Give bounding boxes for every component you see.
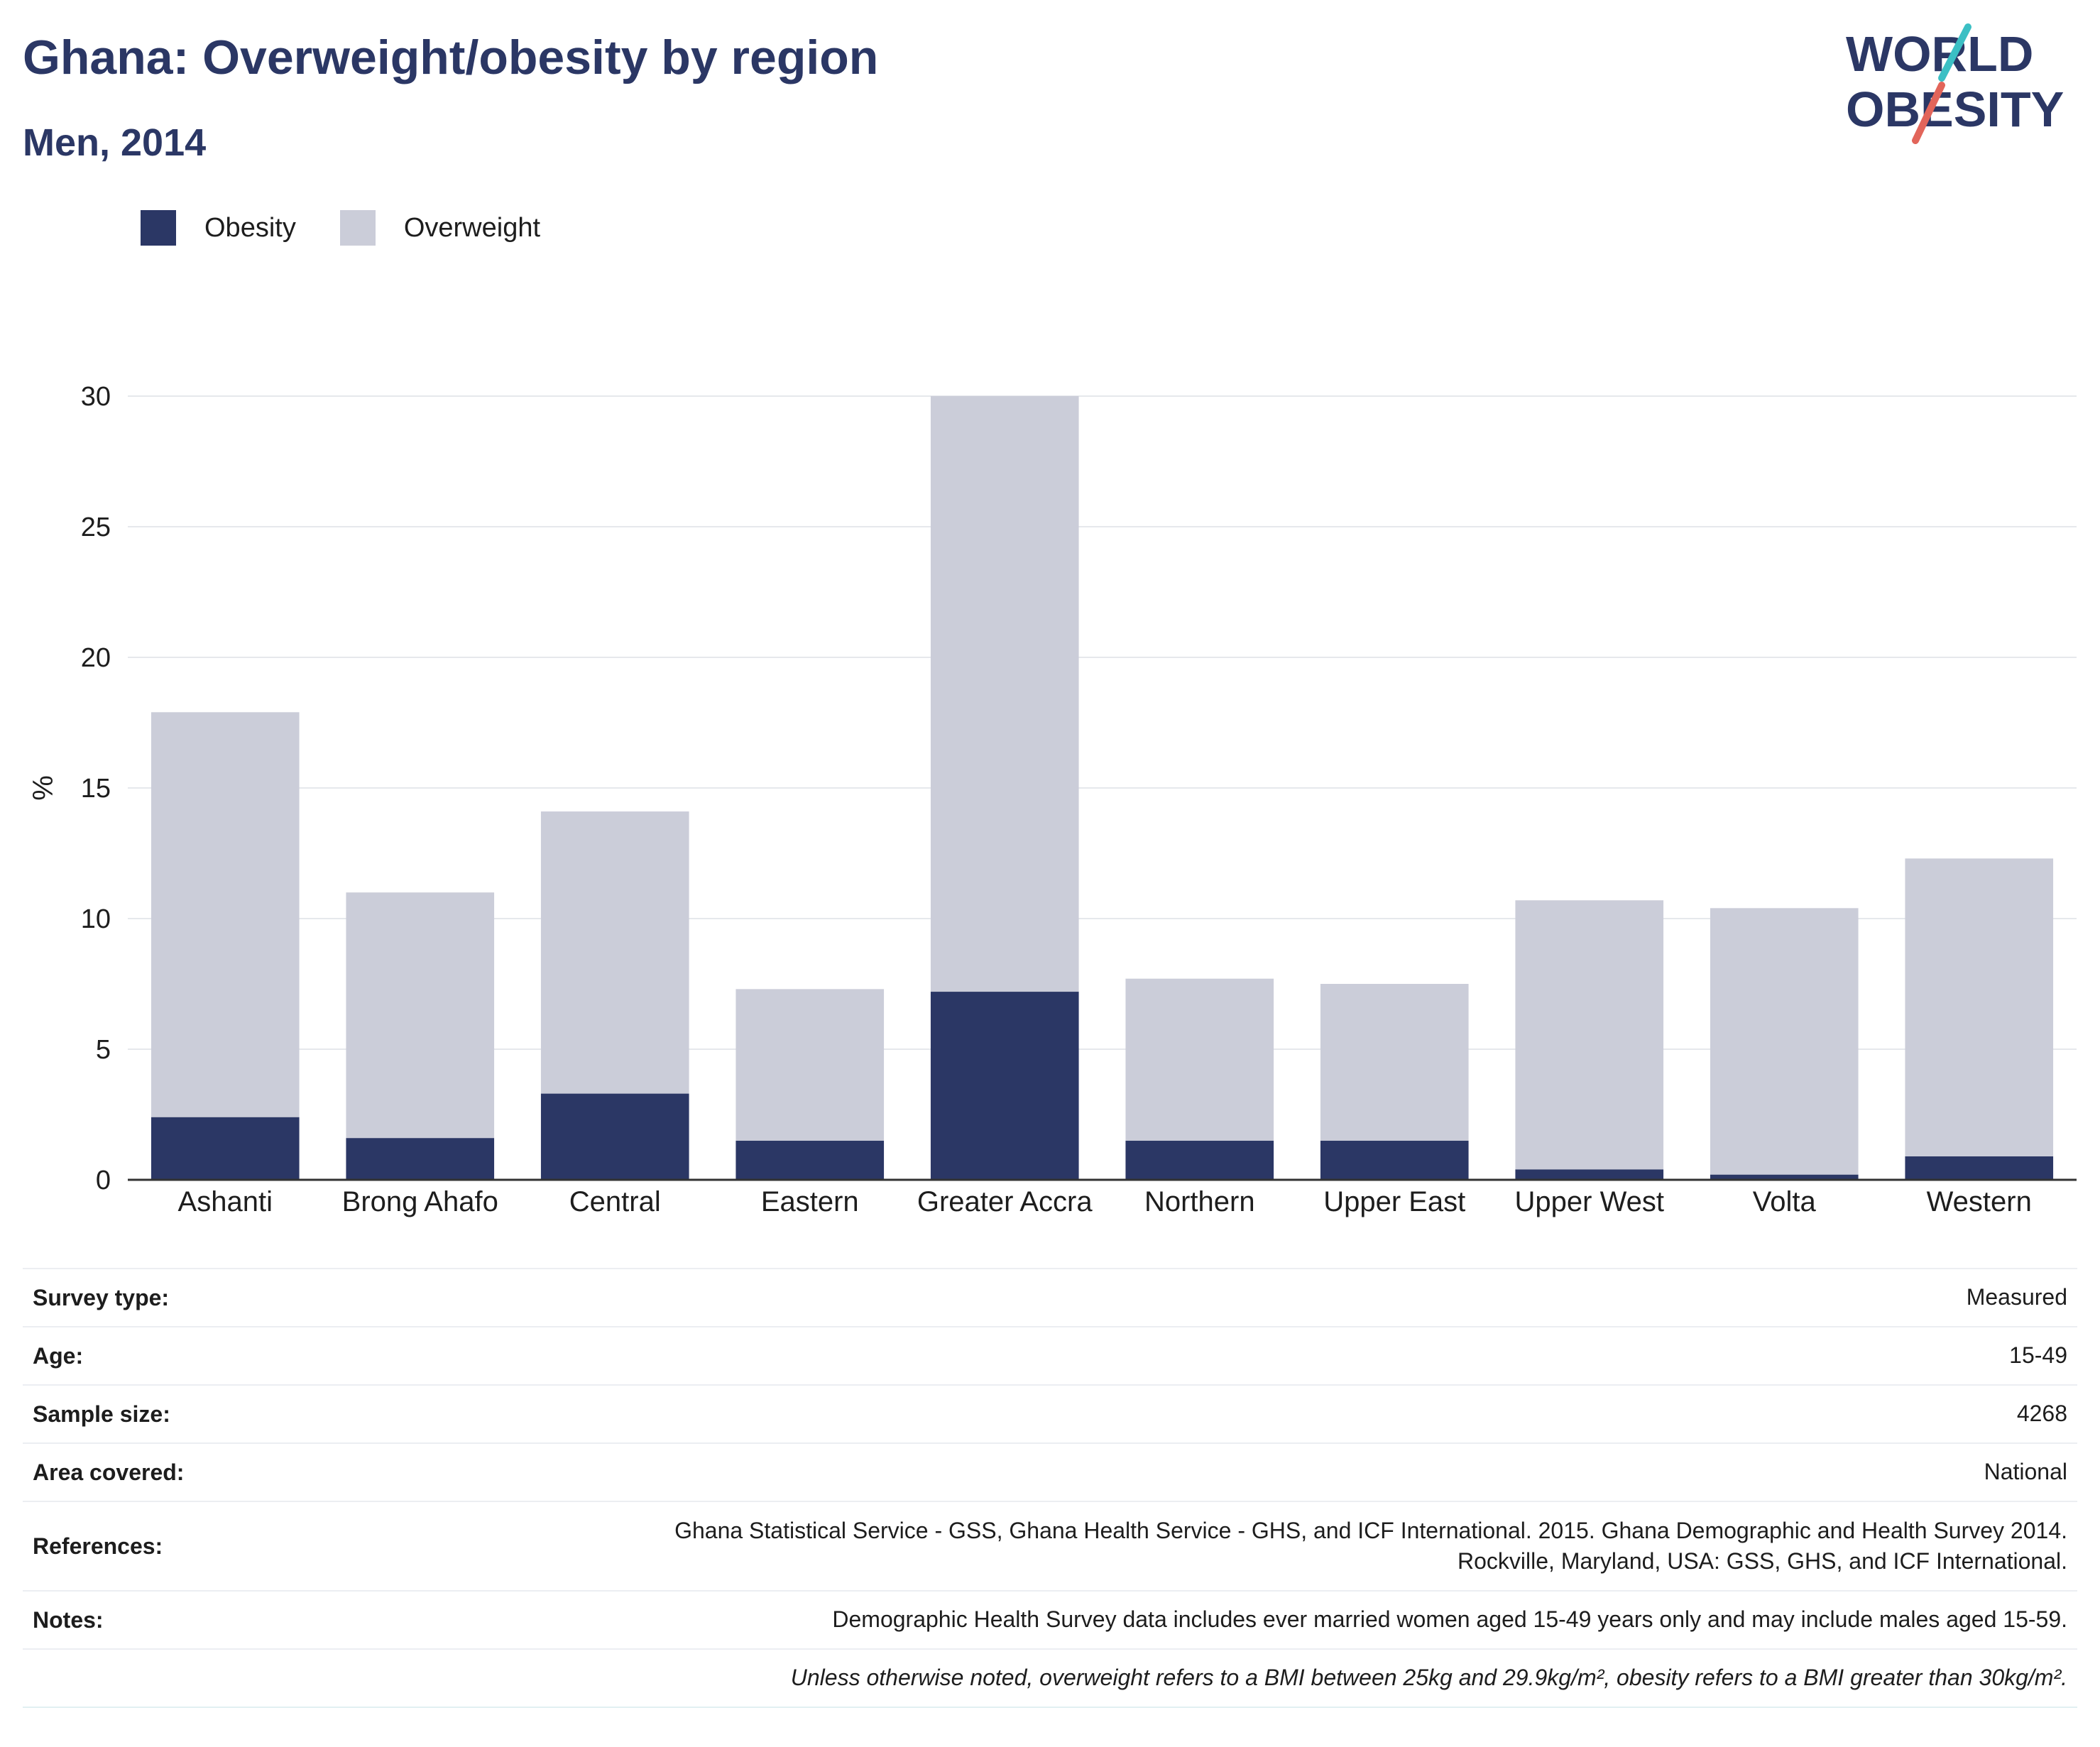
bar-overweight-upper-east bbox=[1320, 984, 1469, 1141]
legend-label-overweight: Overweight bbox=[403, 212, 541, 243]
meta-row-notes: Notes: Demographic Health Survey data in… bbox=[23, 1590, 2077, 1649]
meta-row-references: References: Ghana Statistical Service - … bbox=[23, 1501, 2077, 1591]
bar-obesity-volta bbox=[1710, 1174, 1859, 1180]
bar-obesity-upper-east bbox=[1320, 1140, 1469, 1180]
legend-swatch-overweight bbox=[339, 210, 376, 246]
bar-overweight-brong-ahafo bbox=[346, 892, 495, 1139]
meta-value: Measured bbox=[327, 1268, 2077, 1327]
meta-value: 15-49 bbox=[327, 1326, 2077, 1385]
meta-row-footnote: Unless otherwise noted, overweight refer… bbox=[23, 1648, 2077, 1708]
bar-overweight-upper-west bbox=[1515, 900, 1664, 1170]
bar-obesity-northern bbox=[1125, 1140, 1274, 1180]
x-tick-label: Upper East bbox=[1323, 1186, 1465, 1217]
y-tick-label: 30 bbox=[81, 382, 111, 412]
bar-overweight-central bbox=[540, 811, 689, 1094]
bar-overweight-western bbox=[1905, 858, 2054, 1156]
logo-slash-bottom bbox=[1912, 82, 1945, 144]
y-tick-label: 20 bbox=[81, 643, 111, 673]
chart-legend: Obesity Overweight bbox=[141, 210, 584, 246]
y-tick-label: 25 bbox=[81, 513, 111, 542]
bar-overweight-greater-accra bbox=[930, 396, 1079, 992]
x-tick-label: Ashanti bbox=[178, 1186, 273, 1217]
bar-overweight-volta bbox=[1710, 908, 1859, 1175]
logo-line2: OBESITY bbox=[1846, 82, 2064, 137]
legend-item-obesity[interactable]: Obesity bbox=[141, 210, 296, 246]
bar-overweight-eastern bbox=[735, 989, 885, 1141]
meta-row-area-covered: Area covered: National bbox=[23, 1442, 2077, 1501]
y-tick-label: 5 bbox=[96, 1035, 111, 1065]
x-tick-label: Volta bbox=[1753, 1186, 1817, 1217]
meta-value: Ghana Statistical Service - GSS, Ghana H… bbox=[327, 1501, 2077, 1591]
y-tick-label: 10 bbox=[81, 904, 111, 934]
bar-overweight-ashanti bbox=[151, 712, 300, 1117]
x-tick-label: Upper West bbox=[1515, 1186, 1664, 1217]
x-tick-label: Northern bbox=[1144, 1186, 1255, 1217]
bar-obesity-ashanti bbox=[151, 1117, 300, 1180]
legend-swatch-obesity bbox=[141, 210, 176, 246]
world-obesity-logo: WORLD OBESITY bbox=[1846, 23, 2064, 144]
meta-label: Sample size: bbox=[23, 1384, 327, 1443]
bar-obesity-brong-ahafo bbox=[346, 1138, 495, 1180]
meta-row-age: Age: 15-49 bbox=[23, 1326, 2077, 1385]
y-tick-label: 15 bbox=[81, 774, 111, 804]
reference-line-2: Rockville, Maryland, USA: GSS, GHS, and … bbox=[1458, 1548, 2067, 1574]
x-tick-label: Greater Accra bbox=[917, 1186, 1093, 1217]
x-tick-label: Eastern bbox=[761, 1186, 859, 1217]
bar-obesity-greater-accra bbox=[930, 992, 1079, 1180]
meta-label: References: bbox=[23, 1501, 327, 1591]
x-tick-label: Western bbox=[1927, 1186, 2032, 1217]
meta-label-empty bbox=[23, 1648, 327, 1708]
x-tick-label: Brong Ahafo bbox=[342, 1186, 498, 1217]
meta-label: Notes: bbox=[23, 1590, 327, 1649]
legend-label-obesity: Obesity bbox=[204, 212, 296, 243]
bar-obesity-central bbox=[540, 1093, 689, 1180]
meta-label: Area covered: bbox=[23, 1442, 327, 1501]
meta-value: 4268 bbox=[327, 1384, 2077, 1443]
meta-label: Age: bbox=[23, 1326, 327, 1385]
logo-line1: WORLD bbox=[1846, 26, 2033, 82]
x-tick-label: Central bbox=[569, 1186, 661, 1217]
y-tick-label: 0 bbox=[96, 1166, 111, 1195]
bar-obesity-eastern bbox=[735, 1140, 885, 1180]
bar-overweight-northern bbox=[1125, 978, 1274, 1141]
y-axis-label: % bbox=[28, 775, 59, 801]
chart-subtitle: Men, 2014 bbox=[23, 121, 207, 164]
reference-line-1: Ghana Statistical Service - GSS, Ghana H… bbox=[674, 1517, 2067, 1543]
bar-obesity-western bbox=[1905, 1156, 2054, 1180]
footnote: Unless otherwise noted, overweight refer… bbox=[327, 1648, 2077, 1708]
meta-row-survey-type: Survey type: Measured bbox=[23, 1268, 2077, 1327]
meta-value: National bbox=[327, 1442, 2077, 1501]
chart-title: Ghana: Overweight/obesity by region bbox=[23, 31, 879, 84]
metadata-table: Survey type: Measured Age: 15-49 Sample … bbox=[23, 1268, 2077, 1708]
bar-obesity-upper-west bbox=[1515, 1169, 1664, 1180]
meta-value: Demographic Health Survey data includes … bbox=[327, 1590, 2077, 1649]
logo-slash-top bbox=[1938, 23, 1972, 82]
bar-chart: 0 5 10 15 20 25 30% Ashanti Brong Ahafo Central Ea… bbox=[28, 382, 2077, 1217]
meta-row-sample-size: Sample size: 4268 bbox=[23, 1384, 2077, 1443]
legend-item-overweight[interactable]: Overweight bbox=[339, 210, 541, 246]
meta-label: Survey type: bbox=[23, 1268, 327, 1327]
